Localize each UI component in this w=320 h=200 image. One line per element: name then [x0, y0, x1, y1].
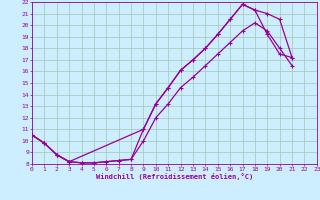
X-axis label: Windchill (Refroidissement éolien,°C): Windchill (Refroidissement éolien,°C) [96, 173, 253, 180]
